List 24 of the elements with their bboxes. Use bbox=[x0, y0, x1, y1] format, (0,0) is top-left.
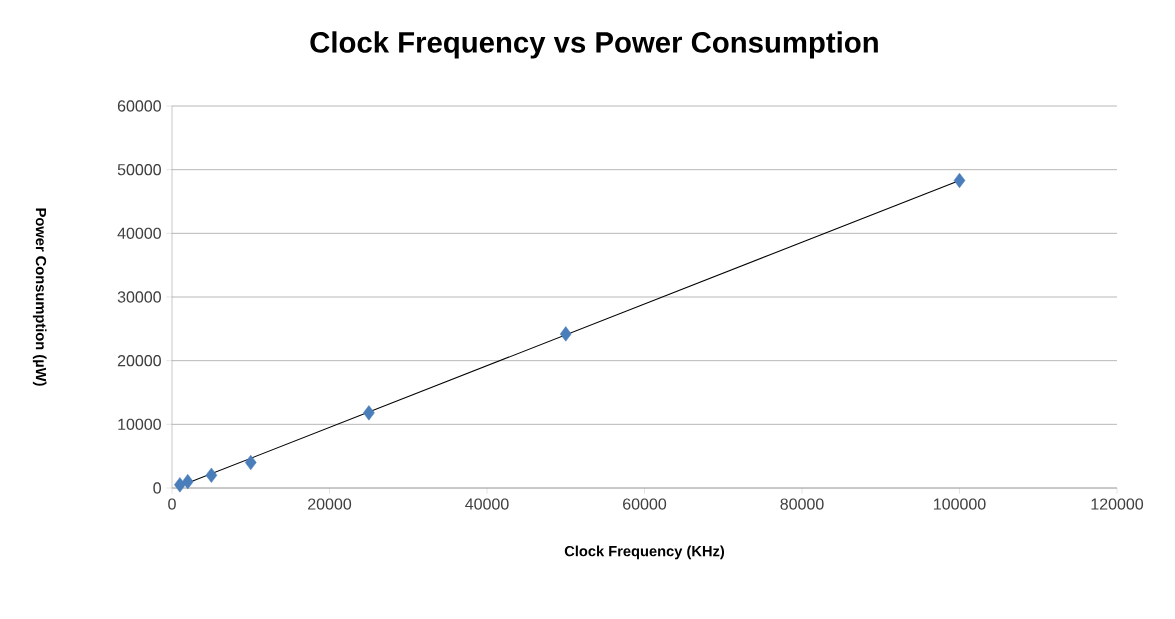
y-tick-label: 50000 bbox=[117, 164, 161, 176]
point bbox=[181, 474, 194, 490]
y-axis-title: Power Consumption (µW) bbox=[32, 208, 47, 386]
x-tick-label: 0 bbox=[168, 498, 176, 510]
x-tick-label: 120000 bbox=[1091, 498, 1144, 510]
x-tick-label: 40000 bbox=[465, 498, 509, 510]
point bbox=[559, 326, 572, 342]
point bbox=[174, 477, 186, 493]
x-tick-label: 100000 bbox=[934, 498, 986, 510]
y-tick-label: 20000 bbox=[117, 355, 161, 367]
y-tick-label: 30000 bbox=[117, 291, 161, 303]
point bbox=[244, 454, 257, 471]
y-tick-label: 10000 bbox=[118, 418, 161, 430]
x-tick-label: 60000 bbox=[623, 498, 667, 510]
point bbox=[363, 405, 375, 421]
x-tick-label: 80000 bbox=[780, 498, 824, 510]
y-tick-label: 40000 bbox=[117, 227, 161, 239]
y-tick-label: 60000 bbox=[117, 100, 161, 112]
x-axis-title: Clock Frequency (KHz) bbox=[564, 545, 725, 560]
point bbox=[953, 172, 966, 189]
point bbox=[205, 467, 218, 483]
x-tick-label: 20000 bbox=[308, 498, 352, 510]
y-tick-label: 0 bbox=[153, 482, 161, 494]
chart-title: Clock Frequency vs Power Consumption bbox=[310, 31, 878, 59]
